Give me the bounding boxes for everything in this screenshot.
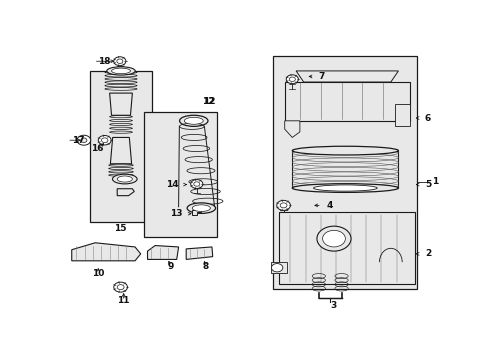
Text: 5: 5 [424,180,430,189]
Text: 1: 1 [431,177,437,186]
Text: 7: 7 [318,72,325,81]
Text: 16: 16 [91,144,103,153]
Polygon shape [279,212,415,284]
Text: 13: 13 [169,209,182,218]
Ellipse shape [106,67,135,75]
Circle shape [285,75,298,84]
Polygon shape [271,262,286,273]
Polygon shape [284,82,409,121]
Ellipse shape [292,184,398,192]
Polygon shape [191,210,201,215]
Ellipse shape [316,226,350,251]
Circle shape [117,285,124,290]
Circle shape [117,59,122,63]
Ellipse shape [322,230,345,247]
Text: 6: 6 [424,113,430,122]
Ellipse shape [179,115,207,126]
Text: 18: 18 [98,57,111,66]
Polygon shape [110,138,131,164]
Circle shape [190,180,203,188]
Circle shape [102,138,108,143]
Text: 8: 8 [203,262,208,271]
Polygon shape [109,93,132,115]
Text: 9: 9 [167,262,174,271]
Polygon shape [186,247,212,260]
Bar [273,56,417,288]
Polygon shape [147,246,178,260]
Polygon shape [394,104,409,126]
Ellipse shape [292,146,398,155]
Text: 14: 14 [165,180,178,189]
Ellipse shape [112,174,137,184]
Bar [144,112,216,237]
Circle shape [280,203,286,208]
Circle shape [77,135,90,145]
Text: 11: 11 [117,297,130,306]
Text: 15: 15 [113,224,126,233]
Polygon shape [296,71,398,82]
Text: 12: 12 [202,97,215,106]
Text: 10: 10 [92,269,104,278]
Circle shape [81,138,87,143]
Ellipse shape [117,176,132,182]
Circle shape [289,77,295,81]
Circle shape [271,264,282,272]
Polygon shape [292,150,398,188]
Polygon shape [72,243,141,261]
Polygon shape [117,189,134,195]
Text: 4: 4 [326,201,332,210]
Ellipse shape [184,117,203,124]
Text: 12: 12 [202,97,214,106]
Text: 2: 2 [424,249,430,258]
Polygon shape [284,121,299,138]
Circle shape [276,201,290,210]
Circle shape [98,135,111,145]
Ellipse shape [192,205,210,211]
Text: 17: 17 [72,136,84,145]
Bar [89,71,152,222]
Ellipse shape [111,68,130,74]
Circle shape [193,182,200,186]
Ellipse shape [313,185,376,191]
Circle shape [114,57,126,66]
Circle shape [114,282,127,292]
Ellipse shape [187,203,215,213]
Text: 3: 3 [330,301,336,310]
